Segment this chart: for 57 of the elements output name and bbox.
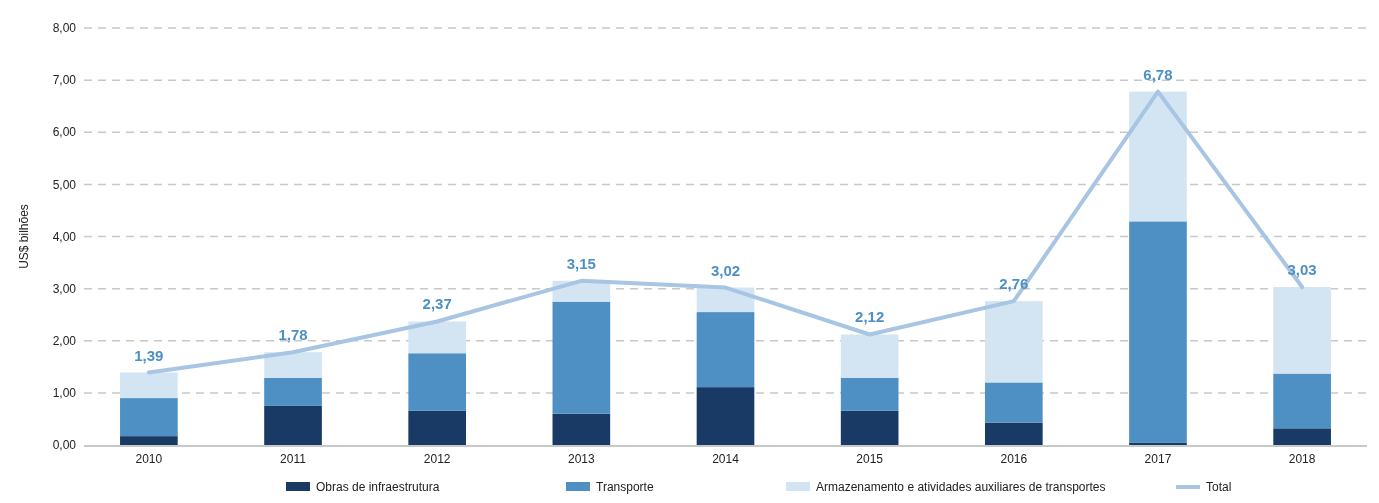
x-tick-label: 2017	[1144, 452, 1172, 466]
data-label: 1,78	[278, 326, 308, 344]
bar	[696, 387, 755, 445]
bar	[264, 377, 322, 406]
bar	[408, 410, 467, 445]
x-tick-label: 2015	[856, 452, 884, 466]
bar	[1129, 442, 1187, 445]
bar	[120, 398, 178, 437]
data-label: 3,03	[1287, 261, 1317, 279]
y-tick-label: 5,00	[52, 177, 77, 192]
x-tick-label: 2012	[423, 452, 451, 466]
legend-label: Obras de infraestrutura	[316, 480, 440, 494]
data-label: 3,02	[710, 261, 741, 279]
y-axis-title: US$ bilhões	[17, 204, 31, 269]
bar	[264, 352, 322, 378]
bar	[984, 301, 1043, 383]
bar	[840, 410, 899, 445]
legend-label: Total	[1206, 480, 1232, 494]
y-tick-label: 6,00	[52, 125, 77, 140]
bar	[120, 436, 178, 445]
bar	[984, 422, 1043, 445]
y-tick-label: 2,00	[52, 333, 77, 348]
x-tick-label: 2016	[1000, 452, 1028, 466]
bar	[552, 301, 611, 414]
y-tick-label: 8,00	[52, 21, 77, 36]
bar	[408, 353, 467, 411]
bar	[120, 372, 178, 399]
bar	[1129, 91, 1187, 222]
legend-label: Transporte	[596, 480, 654, 494]
data-label: 1,39	[134, 346, 164, 364]
x-tick-label: 2013	[567, 452, 596, 466]
y-tick-label: 0,00	[52, 438, 77, 453]
y-tick-label: 4,00	[52, 229, 77, 244]
y-tick-label: 1,00	[52, 386, 77, 401]
bar	[1273, 373, 1331, 429]
x-tick-label: 2010	[135, 452, 163, 466]
bar	[1273, 428, 1331, 445]
bar	[408, 321, 467, 354]
legend-label: Armazenamento e atividades auxiliares de transportes	[816, 480, 1106, 494]
data-label: 2,12	[855, 308, 885, 326]
data-label: 2,37	[422, 295, 452, 313]
bar	[1273, 287, 1331, 374]
bar	[696, 312, 755, 388]
bar	[264, 405, 322, 445]
bar	[840, 334, 899, 378]
bar	[552, 413, 611, 445]
y-tick-label: 7,00	[52, 73, 77, 88]
bar	[1129, 221, 1187, 443]
x-tick-label: 2014	[712, 452, 740, 466]
data-label: 2,76	[999, 275, 1029, 293]
x-tick-label: 2018	[1288, 452, 1316, 466]
y-tick-label: 3,00	[52, 281, 77, 296]
bar	[840, 377, 899, 411]
bar	[984, 382, 1043, 423]
data-label: 3,15	[566, 254, 596, 272]
x-tick-label: 2011	[280, 452, 307, 466]
data-label: 6,78	[1143, 65, 1173, 83]
